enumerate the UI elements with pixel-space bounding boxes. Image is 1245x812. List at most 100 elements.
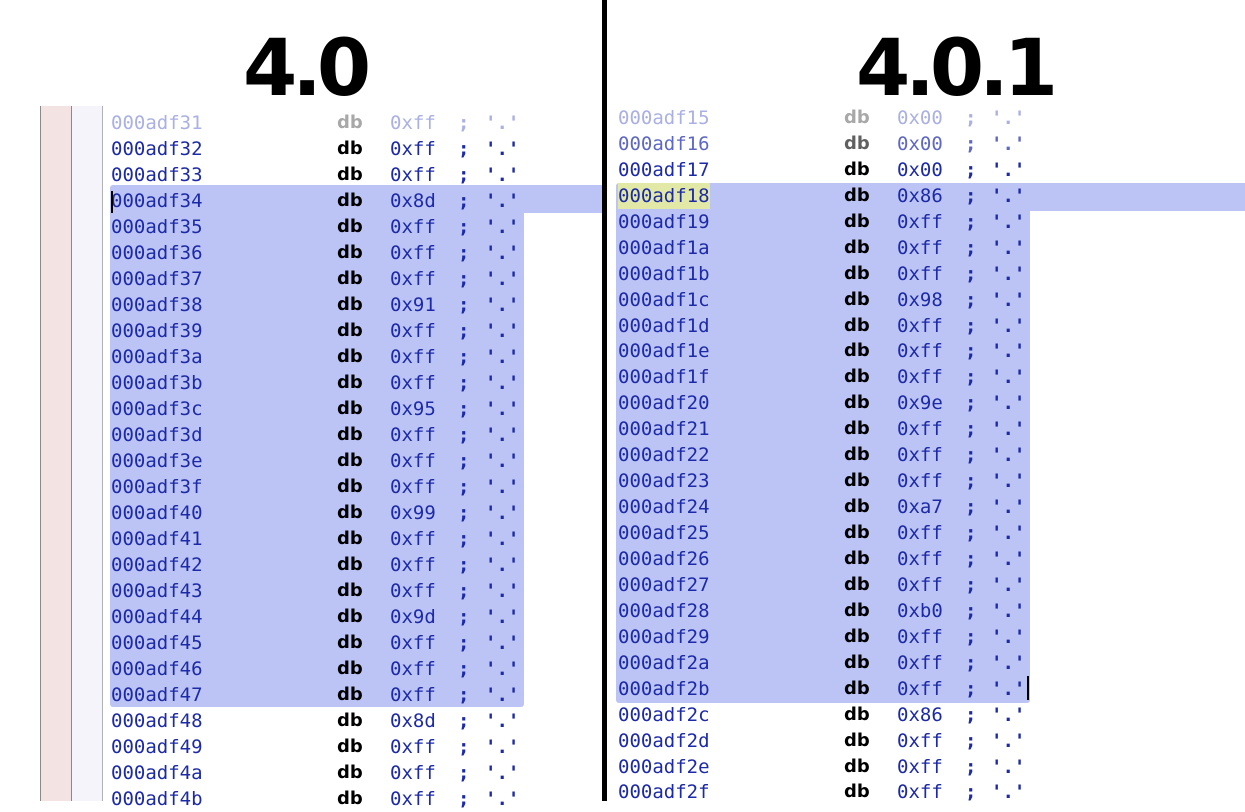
address-label[interactable]: 000adf32 — [111, 138, 203, 160]
listing-row[interactable]: 000adf1a db 0xff; '.' — [618, 235, 1058, 261]
listing-row[interactable]: 000adf2d db 0xff; '.' — [618, 728, 1058, 754]
listing-row[interactable]: 000adf46 db 0xff; '.' — [111, 656, 551, 682]
address-label[interactable]: 000adf4a — [111, 762, 203, 784]
listing-row[interactable]: 000adf34 db 0x8d; '.' — [111, 188, 551, 214]
listing-row[interactable]: 000adf17 db 0x00; '.' — [618, 157, 1058, 183]
listing-row[interactable]: 000adf28 db 0xb0; '.' — [618, 598, 1058, 624]
address-label[interactable]: 000adf33 — [111, 164, 203, 186]
listing-row[interactable]: 000adf2e db 0xff; '.' — [618, 754, 1058, 780]
address-label[interactable]: 000adf38 — [111, 294, 203, 316]
listing-row[interactable]: 000adf4b db 0xff; '.' — [111, 786, 551, 812]
address-label[interactable]: 000adf2f — [618, 781, 710, 804]
listing-row[interactable]: 000adf19 db 0xff; '.' — [618, 209, 1058, 235]
listing-row[interactable]: 000adf32 db 0xff; '.' — [111, 136, 551, 162]
listing-row[interactable]: 000adf26 db 0xff; '.' — [618, 546, 1058, 572]
address-label[interactable]: 000adf3e — [111, 450, 203, 472]
address-label[interactable]: 000adf43 — [111, 580, 203, 602]
address-label[interactable]: 000adf3b — [111, 372, 203, 394]
listing-row[interactable]: 000adf4a db 0xff; '.' — [111, 760, 551, 786]
listing-row[interactable]: 000adf3f db 0xff; '.' — [111, 474, 551, 500]
listing-row[interactable]: 000adf3d db 0xff; '.' — [111, 422, 551, 448]
address-label[interactable]: 000adf46 — [111, 658, 203, 680]
address-label[interactable]: 000adf45 — [111, 632, 203, 654]
address-label[interactable]: 000adf18 — [618, 182, 710, 209]
listing-row[interactable]: 000adf1b db 0xff; '.' — [618, 261, 1058, 287]
listing-row[interactable]: 000adf1e db 0xff; '.' — [618, 338, 1058, 364]
listing-row[interactable]: 000adf42 db 0xff; '.' — [111, 552, 551, 578]
listing-row[interactable]: 000adf48 db 0x8d; '.' — [111, 708, 551, 734]
listing-row[interactable]: 000adf29 db 0xff; '.' — [618, 624, 1058, 650]
listing-row[interactable]: 000adf40 db 0x99; '.' — [111, 500, 551, 526]
address-label[interactable]: 000adf16 — [618, 132, 710, 155]
address-label[interactable]: 000adf23 — [618, 470, 710, 493]
address-label[interactable]: 000adf1b — [618, 262, 710, 285]
address-label[interactable]: 000adf47 — [111, 684, 203, 706]
listing-row[interactable]: 000adf45 db 0xff; '.' — [111, 630, 551, 656]
address-label[interactable]: 000adf1a — [618, 236, 710, 259]
listing-row[interactable]: 000adf49 db 0xff; '.' — [111, 734, 551, 760]
address-label[interactable]: 000adf4b — [111, 788, 203, 810]
listing-row[interactable]: 000adf43 db 0xff; '.' — [111, 578, 551, 604]
address-label[interactable]: 000adf2b — [618, 677, 710, 700]
flow-arrow-gutter[interactable] — [71, 106, 103, 801]
address-label[interactable]: 000adf20 — [618, 392, 710, 415]
listing-row[interactable]: 000adf3b db 0xff; '.' — [111, 370, 551, 396]
address-label[interactable]: 000adf44 — [111, 606, 203, 628]
address-label[interactable]: 000adf35 — [111, 216, 203, 238]
listing-row[interactable]: 000adf15 db 0x00; '.' — [618, 105, 1058, 131]
address-label[interactable]: 000adf17 — [618, 158, 710, 181]
listing-row[interactable]: 000adf24 db 0xa7; '.' — [618, 494, 1058, 520]
address-label[interactable]: 000adf2d — [618, 729, 710, 752]
address-label[interactable]: 000adf3a — [111, 346, 203, 368]
address-label[interactable]: 000adf39 — [111, 320, 203, 342]
listing-row[interactable]: 000adf2a db 0xff; '.' — [618, 650, 1058, 676]
listing-row[interactable]: 000adf44 db 0x9d; '.' — [111, 604, 551, 630]
listing-row[interactable]: 000adf3c db 0x95; '.' — [111, 396, 551, 422]
listing-row[interactable]: 000adf1d db 0xff; '.' — [618, 313, 1058, 339]
address-label[interactable]: 000adf19 — [618, 210, 710, 233]
address-label[interactable]: 000adf49 — [111, 736, 203, 758]
listing-row[interactable]: 000adf3e db 0xff; '.' — [111, 448, 551, 474]
listing-row[interactable]: 000adf36 db 0xff; '.' — [111, 240, 551, 266]
address-label[interactable]: 000adf1f — [618, 366, 710, 389]
address-label[interactable]: 000adf42 — [111, 554, 203, 576]
listing-row[interactable]: 000adf2f db 0xff; '.' — [618, 779, 1058, 805]
address-label[interactable]: 000adf34 — [111, 190, 203, 212]
address-label[interactable]: 000adf41 — [111, 528, 203, 550]
listing-row[interactable]: 000adf18 db 0x86; '.' — [618, 182, 1058, 209]
address-label[interactable]: 000adf31 — [111, 112, 203, 134]
address-label[interactable]: 000adf36 — [111, 242, 203, 264]
listing-row[interactable]: 000adf3a db 0xff; '.' — [111, 344, 551, 370]
listing-row[interactable]: 000adf22 db 0xff; '.' — [618, 442, 1058, 468]
listing-row[interactable]: 000adf27 db 0xff; '.' — [618, 572, 1058, 598]
address-label[interactable]: 000adf22 — [618, 444, 710, 467]
address-label[interactable]: 000adf1e — [618, 340, 710, 363]
address-label[interactable]: 000adf48 — [111, 710, 203, 732]
listing-row[interactable]: 000adf20 db 0x9e; '.' — [618, 390, 1058, 416]
address-label[interactable]: 000adf37 — [111, 268, 203, 290]
listing-row[interactable]: 000adf33 db 0xff; '.' — [111, 162, 551, 188]
listing-row[interactable]: 000adf37 db 0xff; '.' — [111, 266, 551, 292]
address-label[interactable]: 000adf3f — [111, 476, 203, 498]
address-label[interactable]: 000adf21 — [618, 418, 710, 441]
listing-row[interactable]: 000adf35 db 0xff; '.' — [111, 214, 551, 240]
listing-row[interactable]: 000adf16 db 0x00; '.' — [618, 131, 1058, 157]
address-label[interactable]: 000adf2c — [618, 703, 710, 726]
address-label[interactable]: 000adf3d — [111, 424, 203, 446]
address-label[interactable]: 000adf15 — [618, 107, 710, 129]
address-label[interactable]: 000adf1d — [618, 314, 710, 337]
listing-row[interactable]: 000adf41 db 0xff; '.' — [111, 526, 551, 552]
address-label[interactable]: 000adf2a — [618, 651, 710, 674]
address-label[interactable]: 000adf2e — [618, 755, 710, 778]
listing-row[interactable]: 000adf23 db 0xff; '.' — [618, 468, 1058, 494]
listing-row[interactable]: 000adf38 db 0x91; '.' — [111, 292, 551, 318]
listing-row[interactable]: 000adf31 db 0xff; '.' — [111, 110, 551, 136]
address-label[interactable]: 000adf29 — [618, 625, 710, 648]
address-label[interactable]: 000adf28 — [618, 599, 710, 622]
address-label[interactable]: 000adf27 — [618, 573, 710, 596]
address-label[interactable]: 000adf26 — [618, 547, 710, 570]
listing-row[interactable]: 000adf2c db 0x86; '.' — [618, 702, 1058, 728]
address-label[interactable]: 000adf40 — [111, 502, 203, 524]
listing-row[interactable]: 000adf39 db 0xff; '.' — [111, 318, 551, 344]
address-label[interactable]: 000adf24 — [618, 496, 710, 519]
